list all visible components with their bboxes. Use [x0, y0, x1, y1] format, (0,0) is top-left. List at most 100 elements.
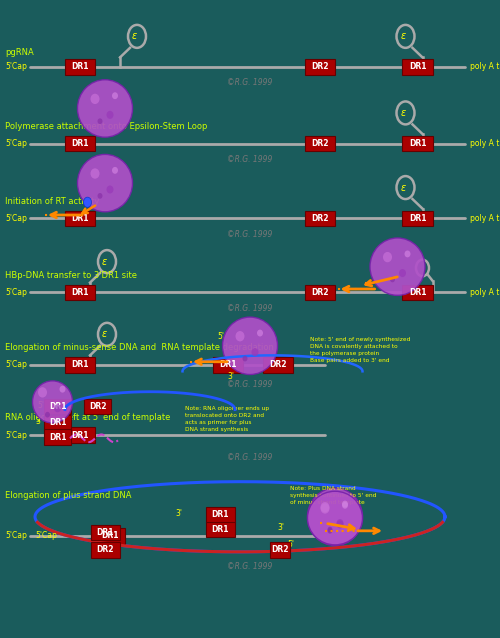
Text: 5'Cap: 5'Cap	[5, 531, 27, 540]
Text: DR1: DR1	[72, 63, 89, 71]
Text: ©R.G. 1999: ©R.G. 1999	[228, 78, 272, 87]
FancyBboxPatch shape	[65, 211, 95, 226]
Ellipse shape	[328, 527, 332, 532]
Ellipse shape	[336, 521, 344, 528]
FancyBboxPatch shape	[65, 427, 95, 443]
Text: DR1: DR1	[72, 360, 89, 369]
FancyBboxPatch shape	[84, 399, 111, 414]
Text: 5'Cap: 5'Cap	[5, 288, 27, 297]
Ellipse shape	[320, 502, 330, 512]
Ellipse shape	[98, 193, 102, 199]
Ellipse shape	[90, 168, 100, 179]
FancyBboxPatch shape	[305, 285, 335, 300]
Ellipse shape	[60, 386, 66, 392]
Ellipse shape	[38, 387, 47, 397]
Text: DR1: DR1	[409, 214, 426, 223]
Text: poly A tail: poly A tail	[470, 214, 500, 223]
Text: DR1: DR1	[219, 360, 236, 369]
Text: ε: ε	[400, 182, 406, 193]
Ellipse shape	[336, 519, 344, 527]
Ellipse shape	[32, 381, 72, 423]
Text: DR2: DR2	[311, 139, 329, 148]
Ellipse shape	[383, 252, 392, 262]
FancyBboxPatch shape	[305, 136, 335, 151]
Text: DR1: DR1	[211, 525, 229, 534]
Text: ε: ε	[400, 31, 406, 41]
Ellipse shape	[236, 331, 244, 341]
Text: Note: RNA oligomer ends up
translocated onto DR2 and
acts as primer for plus
DNA: Note: RNA oligomer ends up translocated …	[185, 406, 269, 433]
Text: 5'Cap: 5'Cap	[5, 139, 27, 148]
Ellipse shape	[252, 348, 258, 356]
Ellipse shape	[257, 330, 263, 336]
Text: 5'Cap: 5'Cap	[5, 214, 27, 223]
FancyBboxPatch shape	[65, 59, 95, 75]
Text: DR1: DR1	[49, 433, 66, 441]
FancyBboxPatch shape	[262, 357, 292, 373]
Text: 3': 3'	[175, 509, 182, 518]
FancyBboxPatch shape	[44, 415, 72, 430]
Text: DR1: DR1	[101, 531, 119, 540]
Text: ε: ε	[132, 31, 137, 41]
Text: DR2: DR2	[269, 360, 286, 369]
Ellipse shape	[308, 488, 362, 545]
Text: ε: ε	[102, 329, 107, 339]
FancyBboxPatch shape	[305, 59, 335, 75]
FancyBboxPatch shape	[65, 285, 95, 300]
Ellipse shape	[54, 404, 61, 412]
Text: DR1: DR1	[96, 528, 114, 537]
Text: RNA oligomer left at 5' end of template: RNA oligomer left at 5' end of template	[5, 413, 170, 422]
Text: DR2: DR2	[96, 545, 114, 554]
Text: DR2: DR2	[311, 288, 329, 297]
Text: poly A tail: poly A tail	[470, 288, 500, 297]
Text: Initiation of RT activity: Initiation of RT activity	[5, 197, 100, 205]
Text: ©R.G. 1999: ©R.G. 1999	[228, 380, 272, 389]
Ellipse shape	[112, 167, 118, 174]
Text: DR1: DR1	[72, 214, 89, 223]
FancyBboxPatch shape	[402, 211, 432, 226]
Text: ©R.G. 1999: ©R.G. 1999	[228, 453, 272, 462]
Text: HBp-DNA transfer to 3'DR1 site: HBp-DNA transfer to 3'DR1 site	[5, 271, 137, 279]
Text: DR1: DR1	[49, 418, 66, 427]
Text: Elongation of minus-sense DNA and  RNA template degradation: Elongation of minus-sense DNA and RNA te…	[5, 343, 274, 352]
FancyBboxPatch shape	[402, 59, 432, 75]
FancyBboxPatch shape	[65, 136, 95, 151]
Text: ε: ε	[102, 256, 107, 267]
Text: 3': 3'	[278, 523, 284, 532]
Text: DR2: DR2	[89, 402, 106, 411]
FancyBboxPatch shape	[44, 399, 72, 414]
Ellipse shape	[98, 118, 102, 124]
Ellipse shape	[342, 501, 348, 507]
Text: 5'Cap: 5'Cap	[5, 63, 27, 71]
Text: 5': 5'	[38, 401, 44, 410]
FancyBboxPatch shape	[270, 542, 290, 558]
Text: pgRNA: pgRNA	[5, 48, 34, 57]
Text: poly A tail: poly A tail	[470, 139, 500, 148]
Ellipse shape	[404, 251, 410, 257]
Text: DR1: DR1	[72, 288, 89, 297]
Ellipse shape	[342, 502, 348, 508]
FancyBboxPatch shape	[65, 357, 95, 373]
Text: Polymerase attachment onto Epsilon-Stem Loop: Polymerase attachment onto Epsilon-Stem …	[5, 122, 207, 131]
Ellipse shape	[106, 111, 114, 119]
Text: ©R.G. 1999: ©R.G. 1999	[228, 562, 272, 571]
Ellipse shape	[370, 238, 425, 295]
FancyBboxPatch shape	[44, 429, 72, 445]
FancyBboxPatch shape	[305, 211, 335, 226]
FancyBboxPatch shape	[402, 136, 432, 151]
Ellipse shape	[90, 94, 100, 104]
Ellipse shape	[112, 93, 118, 99]
Text: 5': 5'	[288, 540, 294, 549]
Ellipse shape	[78, 154, 132, 212]
Ellipse shape	[320, 503, 330, 514]
Text: DR1: DR1	[409, 63, 426, 71]
Text: ©R.G. 1999: ©R.G. 1999	[228, 155, 272, 164]
Text: 3': 3'	[228, 372, 234, 381]
Text: DR1: DR1	[409, 288, 426, 297]
Text: DR1: DR1	[72, 431, 89, 440]
Text: Elongation of plus strand DNA: Elongation of plus strand DNA	[5, 491, 132, 500]
Text: 3': 3'	[35, 417, 42, 426]
Text: ε: ε	[400, 108, 406, 118]
Text: ©R.G. 1999: ©R.G. 1999	[228, 230, 272, 239]
Text: DR1: DR1	[49, 402, 66, 411]
Text: DR2: DR2	[311, 214, 329, 223]
